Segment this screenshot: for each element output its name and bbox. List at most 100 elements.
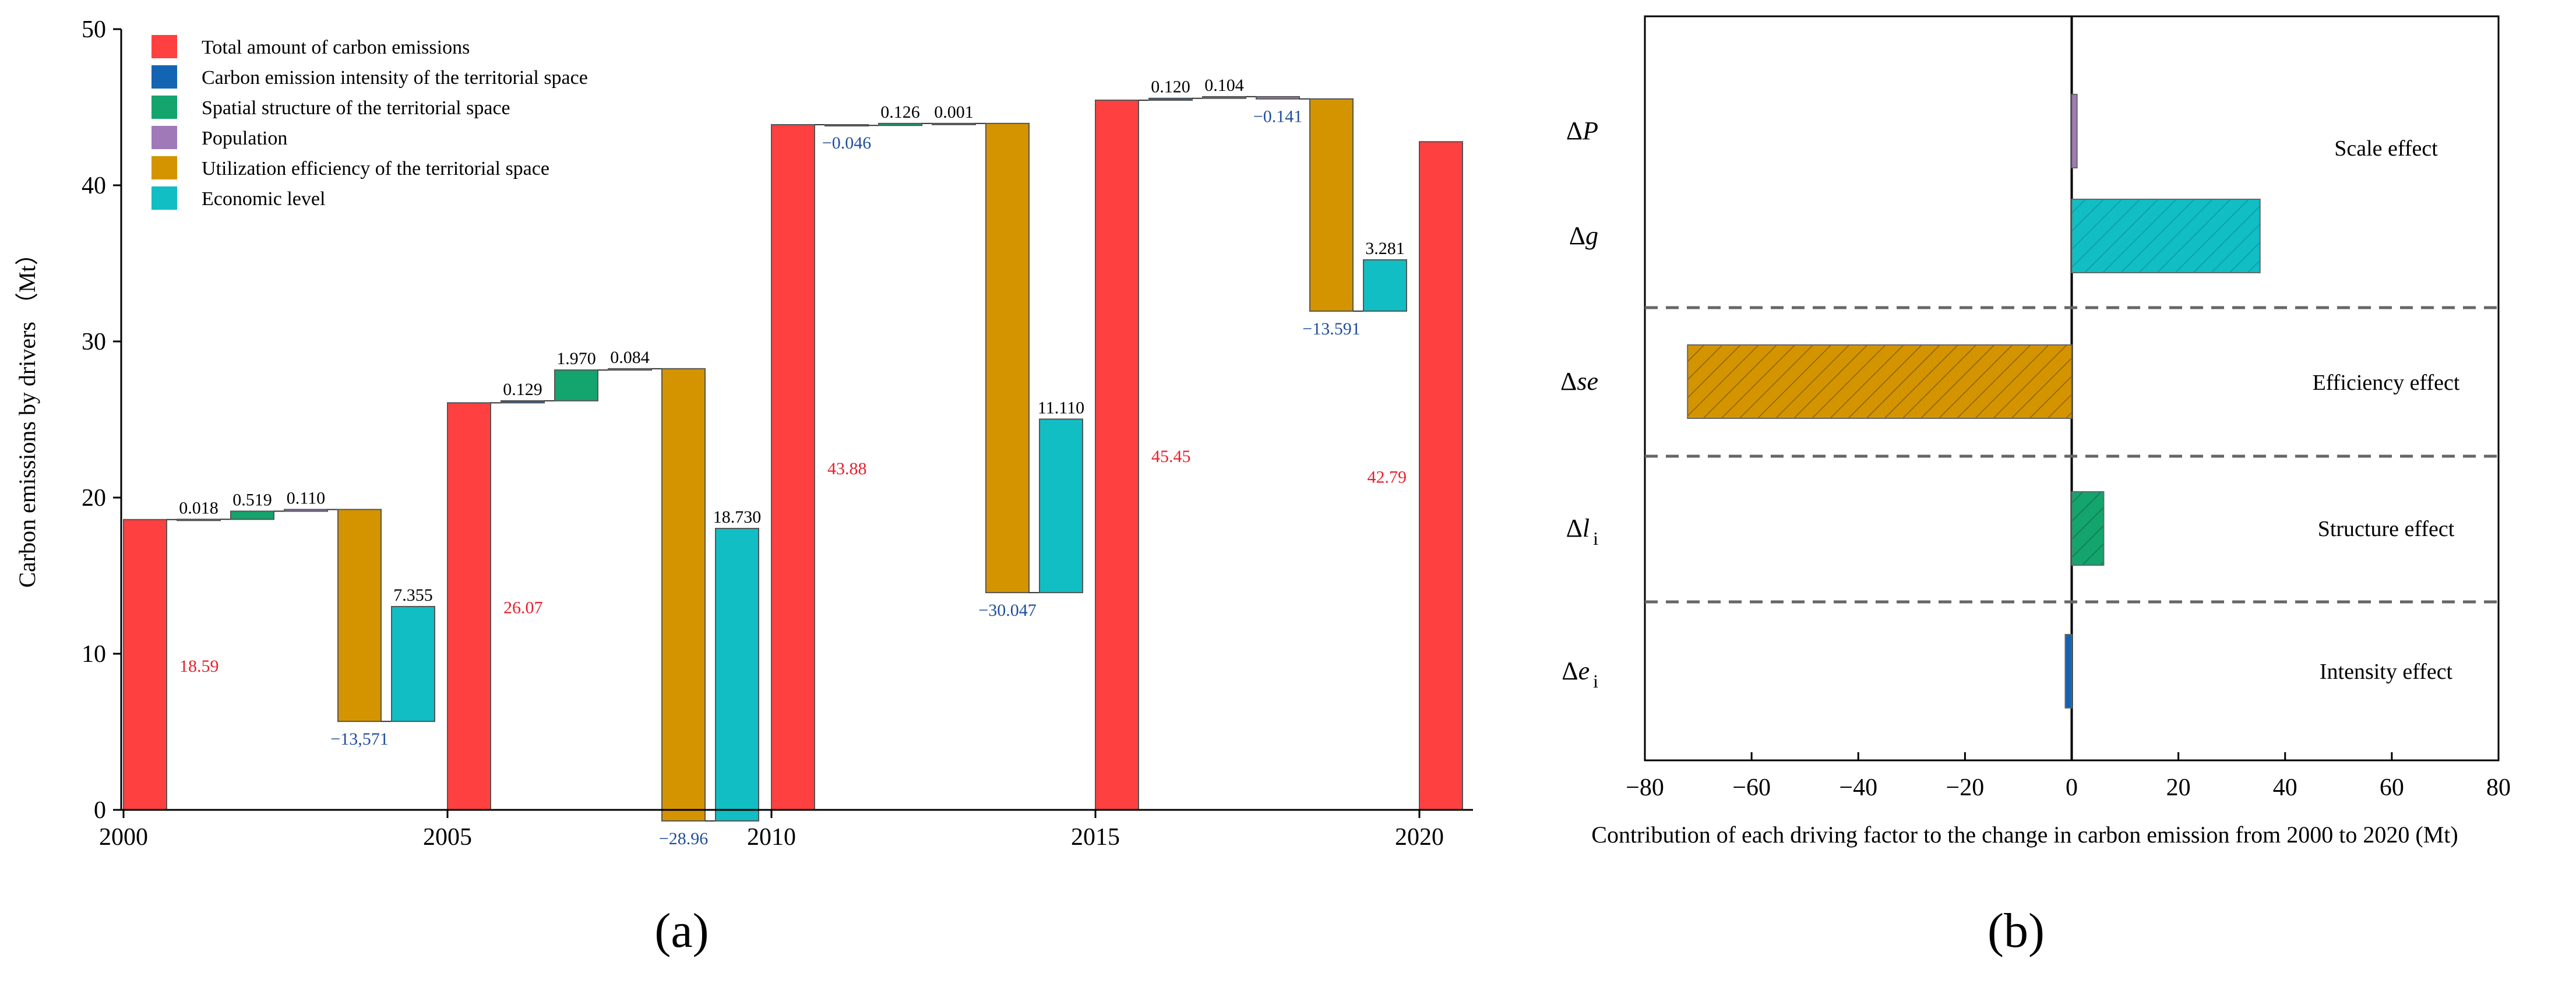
change-value-label: −13.591 [1302,319,1360,339]
bar-P [2071,94,2078,168]
legend-label-population: Population [202,128,287,149]
effect-label: Structure effect [2318,517,2455,541]
efficiency-bar-2000 [337,509,382,722]
waterfall-chart: 18.59 0.018 0.519 0.110 −13,571 7.355 26.07 0.1… [14,16,1473,958]
change-value-label: −0.141 [1253,107,1302,126]
intensity-bar-2005 [501,400,545,404]
economic-bar-2000 [391,606,435,722]
legend-swatch-efficiency [151,156,177,179]
change-value-label: 11.110 [1038,398,1084,417]
legend-label-intensity: Carbon emission intensity of the territo… [202,67,588,89]
economic-bar-2005 [715,527,759,822]
total-bar-2000 [123,519,167,811]
intensity-bar-2000 [177,519,221,521]
population-bar-2015 [1256,96,1300,100]
change-value-label: −30.047 [978,601,1036,620]
efficiency-bar-2010 [985,122,1030,594]
population-bar-2010 [932,122,976,125]
legend-label-efficiency: Utilization efficiency of the territoria… [202,158,549,179]
y-axis-label: Carbon emissions by drivers （Mt） [14,242,40,587]
x-tick-label: 2005 [423,824,472,851]
change-value-label: 0.126 [880,103,920,122]
y-tick-label: 10 [82,641,106,668]
population-bar-2005 [608,368,652,371]
total-value-label: 26.07 [503,598,543,618]
population-bar-2000 [284,509,328,512]
legend-swatch-intensity [151,65,177,89]
efficiency-bar-2005 [661,368,706,822]
y-tick-label: 0 [94,797,106,824]
x-tick-label: 20 [2166,774,2191,801]
x-tick-label: −20 [1946,774,1985,801]
change-value-label: 0.084 [610,348,650,367]
economic-bar-2010 [1039,418,1083,594]
total-value-label: 45.45 [1151,447,1191,466]
total-value-label: 18.59 [179,657,219,676]
change-value-label: −28.96 [659,829,708,848]
bar-ei [2064,634,2073,708]
efficiency-bar-2015 [1309,98,1354,312]
structure-bar-2015 [1202,96,1246,99]
bar-se [1687,344,2073,419]
y-tick-label: 40 [82,172,106,199]
effect-label: Scale effect [2334,136,2438,161]
x-tick-label: 40 [2273,774,2297,801]
structure-bar-2000 [230,510,274,520]
x-tick-label: 2000 [99,824,148,851]
y-tick-label: 20 [82,485,106,512]
chart-legend: Total amount of carbon emissions Carbon e… [151,35,588,210]
factor-label-P: ΔP [1566,117,1598,145]
change-value-label: −13,571 [330,729,388,749]
x-tick-label: 60 [2380,774,2404,801]
change-value-label: 0.110 [287,488,325,507]
change-value-label: −0.046 [822,133,871,153]
x-tick-label: −80 [1626,774,1664,801]
x-axis-label: Contribution of each driving factor to t… [1591,822,2458,848]
change-value-label: 0.104 [1204,76,1244,95]
x-tick-label: 80 [2486,774,2511,801]
x-tick-label: 2010 [747,824,796,851]
intensity-bar-2015 [1148,97,1193,101]
legend-swatch-population [151,126,177,149]
legend-label-structure: Spatial structure of the territorial spa… [202,97,510,119]
x-tick-label: 0 [2066,774,2078,801]
total-value-label: 43.88 [827,459,867,478]
factor-label-se: Δse [1560,367,1598,396]
total-bar-2010 [771,124,815,811]
factor-label-g: Δg [1569,221,1598,250]
economic-bar-2015 [1363,259,1407,312]
change-value-label: 0.120 [1151,77,1190,97]
change-value-label: 0.519 [232,490,272,509]
x-tick-label: −60 [1732,774,1771,801]
x-tick-label: −40 [1839,774,1877,801]
y-tick-label: 30 [82,329,106,355]
total-bar-2020 [1419,141,1463,810]
x-tick-label: 2020 [1395,824,1444,851]
total-value-label: 42.79 [1368,468,1407,487]
panel-b-caption: (b) [1987,904,2045,958]
change-value-label: 0.018 [179,498,219,517]
legend-swatch-structure [151,96,177,119]
legend-label-economic: Economic level [202,188,325,210]
legend-label-total: Total amount of carbon emissions [202,37,470,58]
bar-g [2071,199,2261,273]
structure-bar-2010 [878,122,922,126]
contribution-bar-chart: ΔP Δg Δse Δl i Δe i Scale effect Efficiency effe… [1560,15,2511,958]
factor-label-ei: Δe i [1562,657,1598,692]
total-bar-2005 [447,402,491,810]
total-bar-2015 [1095,99,1139,811]
legend-swatch-total [151,35,177,58]
change-value-label: 3.281 [1365,239,1405,258]
structure-bar-2005 [554,369,598,401]
effect-label: Efficiency effect [2313,371,2460,395]
change-value-label: 7.355 [393,586,433,605]
change-value-label: 18.730 [713,507,762,527]
y-tick-label: 50 [82,16,106,43]
panel-a-caption: (a) [654,904,709,958]
legend-swatch-economic [151,186,177,210]
factor-label-li: Δl i [1566,514,1599,549]
bar-li [2071,491,2105,566]
effect-label: Intensity effect [2320,660,2453,684]
change-value-label: 1.970 [556,349,596,368]
